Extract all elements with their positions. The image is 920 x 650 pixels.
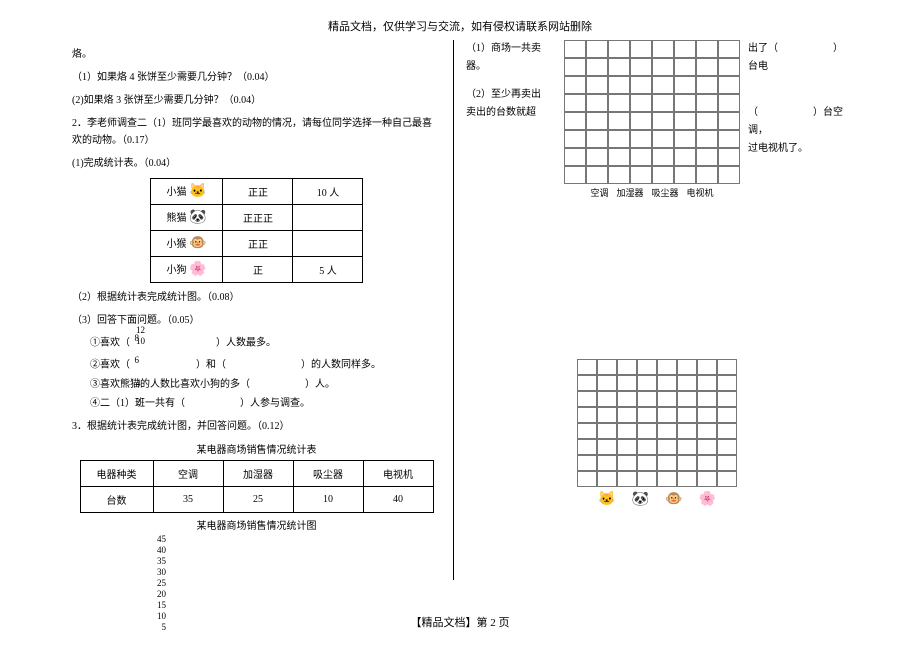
td: 35 bbox=[153, 486, 223, 512]
grid-small-8x8 bbox=[577, 359, 737, 487]
tally: 正 bbox=[223, 257, 293, 283]
y-25: 25 bbox=[150, 578, 166, 589]
th: 电器种类 bbox=[80, 460, 153, 486]
table-row: 小狗 🌸 正 5 人 bbox=[150, 257, 363, 283]
num-6: 6 bbox=[135, 355, 140, 365]
tally: 正正正 bbox=[223, 205, 293, 231]
a3-post: ）人。 bbox=[305, 379, 335, 390]
a1-pre: ①喜欢（ bbox=[90, 337, 130, 348]
y-45: 45 bbox=[150, 534, 166, 545]
y-30: 30 bbox=[150, 567, 166, 578]
table-row: 台数 35 25 10 40 bbox=[80, 486, 433, 512]
bottom-grid-block: 🐱 🐼 🐵 🌸 bbox=[466, 359, 848, 508]
page-header: 精品文档，仅供学习与交流，如有侵权请联系网站删除 bbox=[60, 18, 860, 34]
two-column-layout: 烙。 （1）如果烙 4 张饼至少需要几分钟？（0.04） (2)如果烙 3 张饼… bbox=[60, 40, 860, 580]
flower-icon: 🌸 bbox=[698, 491, 715, 508]
lbl-hum: 加湿器 bbox=[616, 186, 643, 199]
r2d: 过电视机了。 bbox=[748, 140, 848, 158]
inline-axis-nums: 12 10 bbox=[136, 325, 145, 347]
grid-chart-top: 空调 加湿器 吸尘器 电视机 bbox=[564, 40, 740, 199]
left-column: 烙。 （1）如果烙 4 张饼至少需要几分钟？（0.04） (2)如果烙 3 张饼… bbox=[60, 40, 454, 580]
num-2: 2 bbox=[136, 395, 141, 410]
r2a1: （2）至少再卖出 bbox=[466, 86, 556, 104]
answer-2: ②喜欢（ 6 ）和（ ）的人数同样多。 bbox=[90, 353, 441, 373]
td: 台数 bbox=[80, 486, 153, 512]
q1-2: (2)如果烙 3 张饼至少需要几分钟？（0.04） bbox=[72, 92, 441, 109]
r1a1: （1）商场一共卖 bbox=[466, 40, 556, 58]
table-row: 小猫 🐱 正正 10 人 bbox=[150, 179, 363, 205]
th: 加湿器 bbox=[223, 460, 293, 486]
count bbox=[293, 205, 363, 231]
th: 吸尘器 bbox=[293, 460, 363, 486]
table2-title: 某电器商场销售情况统计表 bbox=[72, 441, 441, 456]
right-column: （1）商场一共卖 器。 （2）至少再卖出 卖出的台数就超 bbox=[454, 40, 860, 580]
appliance-table: 电器种类 空调 加湿器 吸尘器 电视机 台数 35 25 10 40 bbox=[80, 460, 434, 513]
answer-4: ④二（1）班一共有（ ）人参与调查。 2 bbox=[90, 395, 441, 412]
row-name: 小狗 bbox=[167, 265, 187, 276]
td: 40 bbox=[363, 486, 433, 512]
a1-post: ）人数最多。 bbox=[216, 337, 276, 348]
th: 电视机 bbox=[363, 460, 433, 486]
row-name: 小猴 bbox=[167, 239, 187, 250]
r1a2: 器。 bbox=[466, 58, 556, 76]
a4-post: ）人参与调查。 bbox=[240, 398, 310, 409]
lbl-ac: 空调 bbox=[590, 186, 608, 199]
num-12: 12 bbox=[136, 325, 145, 336]
a2-post: ）的人数同样多。 bbox=[301, 360, 381, 371]
r2c: ）台空调， bbox=[748, 107, 843, 136]
count bbox=[293, 231, 363, 257]
flower-icon: 🌸 bbox=[189, 262, 206, 277]
count: 10 人 bbox=[293, 179, 363, 205]
th: 空调 bbox=[153, 460, 223, 486]
lbl-tv: 电视机 bbox=[687, 186, 714, 199]
q3: 3．根据统计表完成统计图，并回答问题。（0.12） bbox=[72, 418, 441, 435]
text-lao: 烙。 bbox=[72, 46, 441, 63]
page-footer: 【精品文档】第 2 页 bbox=[0, 614, 920, 630]
r1-left-text: （1）商场一共卖 器。 （2）至少再卖出 卖出的台数就超 bbox=[466, 40, 556, 122]
r1b: 出了（ bbox=[748, 43, 778, 54]
q2: 2．李老师调查二（1）班同学最喜欢的动物的情况，请每位同学选择一种自己最喜欢的动… bbox=[72, 115, 441, 149]
q2-3: （3）回答下面问题。（0.05） bbox=[72, 312, 441, 329]
q2-2: （2）根据统计表完成统计图。（0.08） bbox=[72, 289, 441, 306]
tally: 正正 bbox=[223, 179, 293, 205]
q1-1: （1）如果烙 4 张饼至少需要几分钟？（0.04） bbox=[72, 69, 441, 86]
num-10: 10 bbox=[136, 336, 145, 347]
answer-3: ③喜欢熊猫的人数比喜欢小狗的多（ ）人。 4 bbox=[90, 376, 441, 393]
table-row: 熊猫 🐼 正正正 bbox=[150, 205, 363, 231]
grid-axis-labels: 空调 加湿器 吸尘器 电视机 bbox=[564, 186, 740, 199]
cat-icon: 🐱 bbox=[598, 491, 615, 508]
animal-table: 小猫 🐱 正正 10 人 熊猫 🐼 正正正 小猴 🐵 正正 小狗 🌸 正 5 人 bbox=[150, 178, 364, 283]
table-row: 电器种类 空调 加湿器 吸尘器 电视机 bbox=[80, 460, 433, 486]
right-block-1: （1）商场一共卖 器。 （2）至少再卖出 卖出的台数就超 bbox=[466, 40, 848, 199]
tally: 正正 bbox=[223, 231, 293, 257]
monkey-icon: 🐵 bbox=[665, 491, 682, 508]
panda-icon: 🐼 bbox=[632, 491, 649, 508]
r-right-text: 出了（ ）台电 （ ）台空调， 过电视机了。 bbox=[748, 40, 848, 158]
a2-pre: ②喜欢（ bbox=[90, 360, 130, 371]
chart-title: 某电器商场销售情况统计图 bbox=[72, 517, 441, 532]
num-4: 4 bbox=[136, 376, 141, 391]
table-row: 小猴 🐵 正正 bbox=[150, 231, 363, 257]
count: 5 人 bbox=[293, 257, 363, 283]
panda-icon: 🐼 bbox=[189, 210, 206, 225]
td: 25 bbox=[223, 486, 293, 512]
r2b: （ bbox=[748, 107, 758, 118]
legend-icons: 🐱 🐼 🐵 🌸 bbox=[598, 491, 716, 508]
q2-1: (1)完成统计表。（0.04） bbox=[72, 155, 441, 172]
row-name: 小猫 bbox=[167, 187, 187, 198]
grid-8x8 bbox=[564, 40, 740, 184]
y-40: 40 bbox=[150, 545, 166, 556]
td: 10 bbox=[293, 486, 363, 512]
a3-pre: ③喜欢熊猫的人数比喜欢小狗的多（ bbox=[90, 379, 250, 390]
lbl-vac: 吸尘器 bbox=[652, 186, 679, 199]
a2-mid: ）和（ bbox=[196, 360, 226, 371]
r2a2: 卖出的台数就超 bbox=[466, 104, 556, 122]
row-name: 熊猫 bbox=[167, 213, 187, 224]
cat-icon: 🐱 bbox=[189, 184, 206, 199]
y-15: 15 bbox=[150, 600, 166, 611]
monkey-icon: 🐵 bbox=[189, 236, 206, 251]
y-35: 35 bbox=[150, 556, 166, 567]
y-20: 20 bbox=[150, 589, 166, 600]
